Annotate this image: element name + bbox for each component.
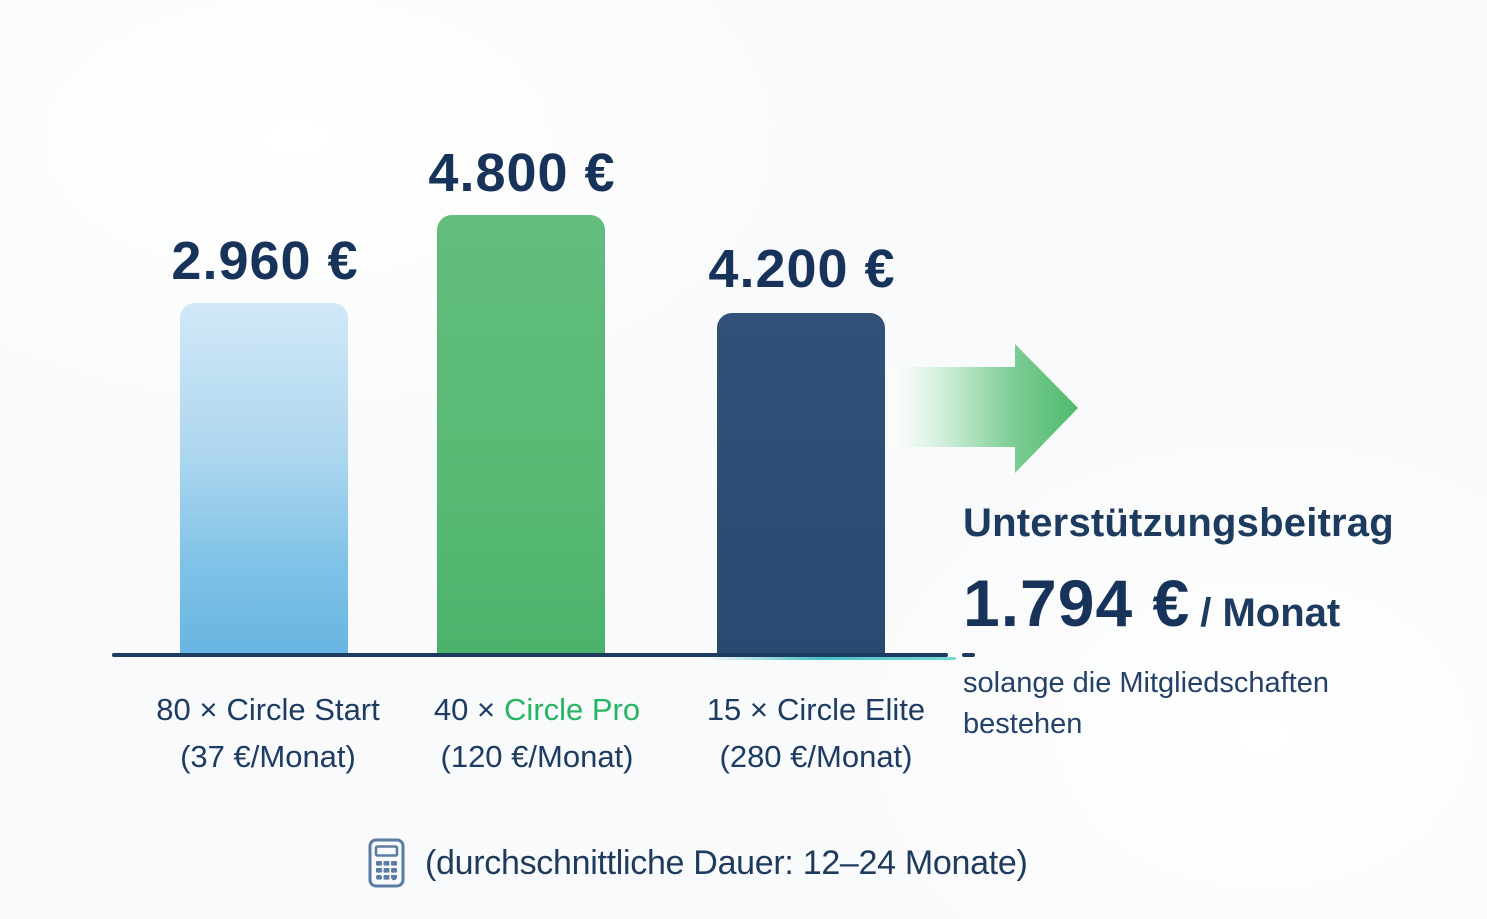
bar-count: 15 × <box>706 692 769 727</box>
bar-circle-elite <box>717 313 885 656</box>
footnote-text: (durchschnittliche Dauer: 12–24 Monate) <box>425 843 1028 882</box>
bar-category-circle-pro: 40 × Circle Pro (120 €/Monat) <box>357 692 717 775</box>
bar-category-circle-start: 80 × Circle Start (37 €/Monat) <box>88 692 448 775</box>
bar-plan-name: Circle Start <box>226 692 380 727</box>
arrow-right-icon <box>888 344 1078 473</box>
bar-category-circle-elite: 15 × Circle Elite (280 €/Monat) <box>636 692 996 775</box>
result-note: solange die Mitgliedschaften bestehen <box>963 663 1463 745</box>
footnote: (durchschnittliche Dauer: 12–24 Monate) <box>368 838 1028 888</box>
axis-baseline-teal-accent <box>706 657 956 660</box>
result-title: Unterstützungsbeitrag <box>963 501 1394 545</box>
bar-value-label-circle-elite: 4.200 € <box>708 239 896 299</box>
axis-baseline-end-dash <box>962 653 975 657</box>
bar-value-label-circle-pro: 4.800 € <box>428 143 616 203</box>
axis-baseline <box>112 653 948 657</box>
result-panel: Unterstützungsbeitrag 1.794 € / Monat sol… <box>963 501 1463 745</box>
result-amount-row: 1.794 € / Monat <box>963 565 1463 641</box>
bar-circle-pro <box>437 215 605 656</box>
bar-plan-name: Circle Elite <box>777 692 926 727</box>
bar-category-title: 80 × Circle Start <box>88 692 448 728</box>
calculator-icon <box>368 838 405 888</box>
bar-price: (120 €/Monat) <box>440 739 634 774</box>
bar-circle-start <box>180 303 348 656</box>
bar-count: 40 × <box>433 692 496 727</box>
bar-price: (37 €/Monat) <box>180 739 356 774</box>
bar-value-label-circle-start: 2.960 € <box>171 231 359 291</box>
bar-plan-name: Circle Pro <box>504 692 641 727</box>
result-period: / Monat <box>1200 591 1341 635</box>
result-note-line1: solange die Mitgliedschaften <box>963 667 1329 699</box>
bar-category-title: 15 × Circle Elite <box>636 692 996 728</box>
bar-category-title: 40 × Circle Pro <box>357 692 717 728</box>
result-amount: 1.794 € <box>963 566 1191 640</box>
bar-count: 80 × <box>156 692 218 727</box>
result-note-line2: bestehen <box>963 708 1083 740</box>
bar-price: (280 €/Monat) <box>719 739 913 774</box>
